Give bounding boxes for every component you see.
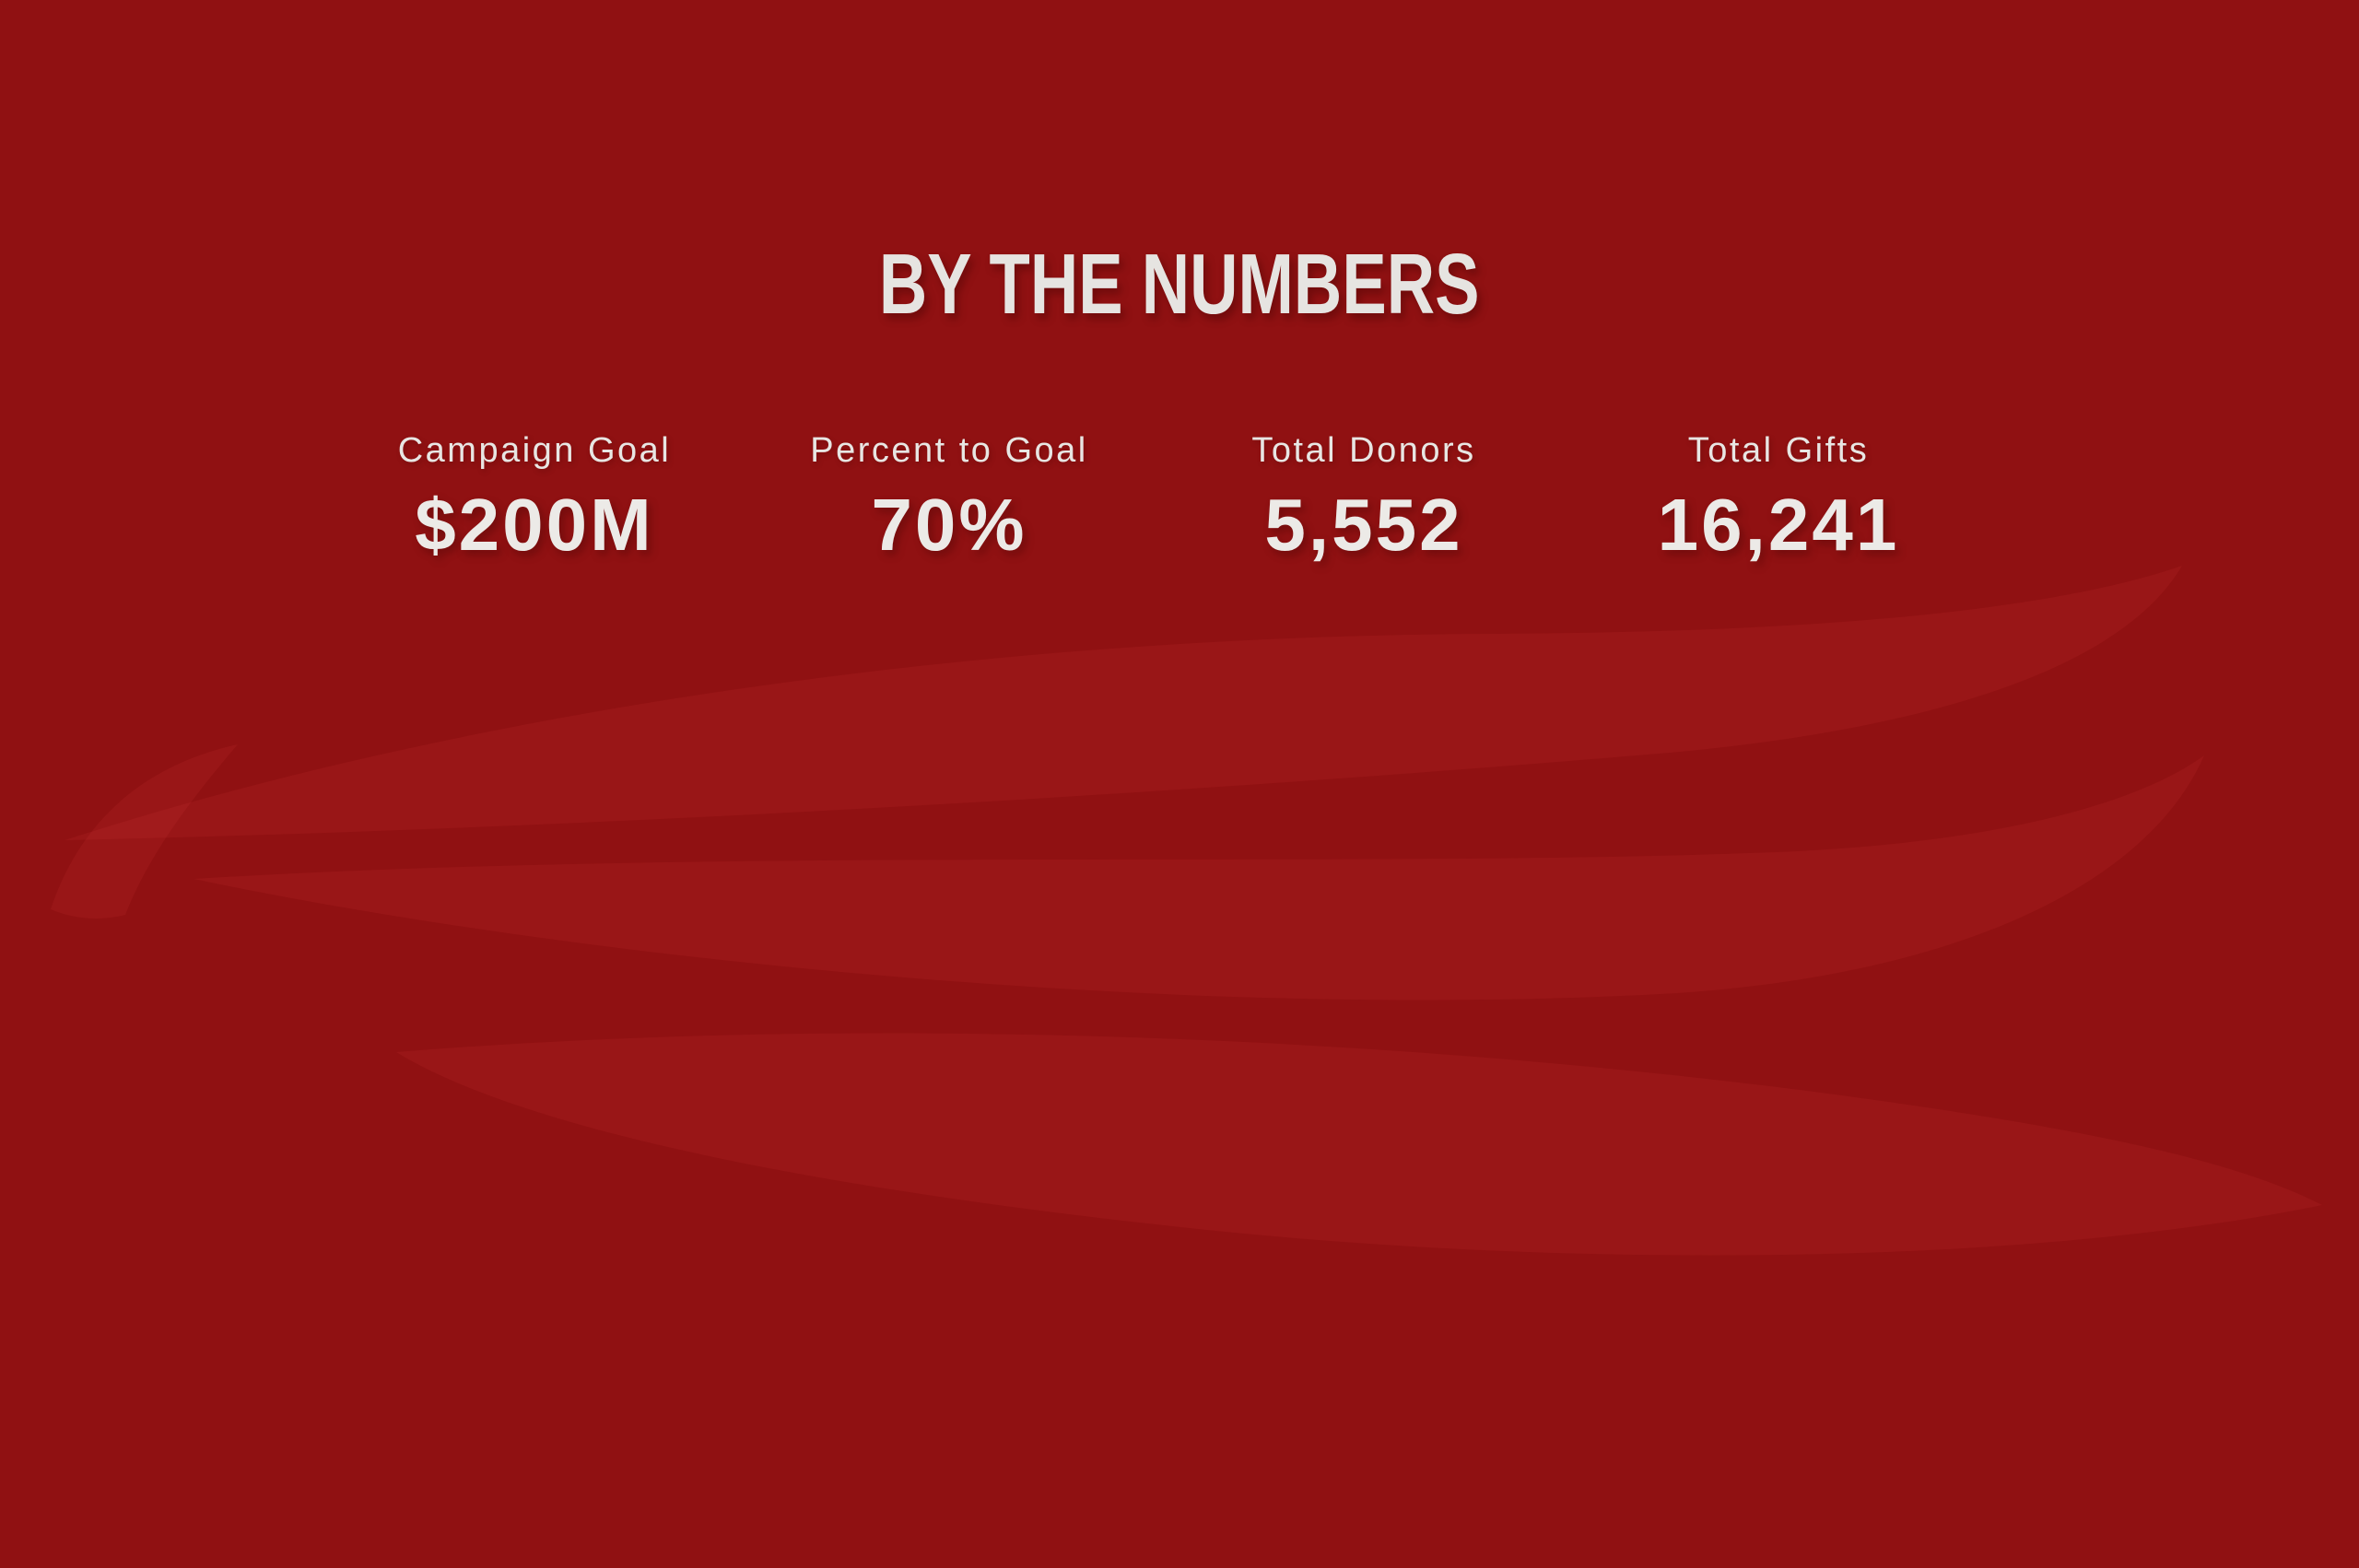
stat-value: $200M — [415, 484, 654, 566]
wing-feather-middle — [194, 755, 2204, 1000]
wing-feather-top — [65, 566, 2182, 840]
page-title-text: BY THE NUMBERS — [879, 236, 1480, 332]
stat-value: 5,552 — [1264, 484, 1463, 566]
stat-percent-to-goal: Percent to Goal 70% — [742, 433, 1156, 562]
stat-total-donors: Total Donors 5,552 — [1156, 433, 1571, 562]
stat-value: 70% — [871, 484, 1027, 566]
stat-label: Total Donors — [1251, 431, 1476, 470]
stat-value: 16,241 — [1657, 484, 1900, 566]
stat-campaign-goal: Campaign Goal $200M — [327, 433, 742, 562]
page-title: BY THE NUMBERS — [0, 241, 2359, 327]
stat-label: Total Gifts — [1687, 431, 1870, 470]
slide-content: BY THE NUMBERS Campaign Goal $200M Perce… — [0, 241, 2359, 562]
wing-feather-bottom — [396, 1033, 2322, 1256]
stat-label: Campaign Goal — [397, 431, 672, 470]
stat-label: Percent to Goal — [810, 431, 1088, 470]
stat-total-gifts: Total Gifts 16,241 — [1571, 433, 1986, 562]
stats-row: Campaign Goal $200M Percent to Goal 70% … — [327, 433, 1986, 562]
wing-tip-left — [51, 744, 238, 919]
